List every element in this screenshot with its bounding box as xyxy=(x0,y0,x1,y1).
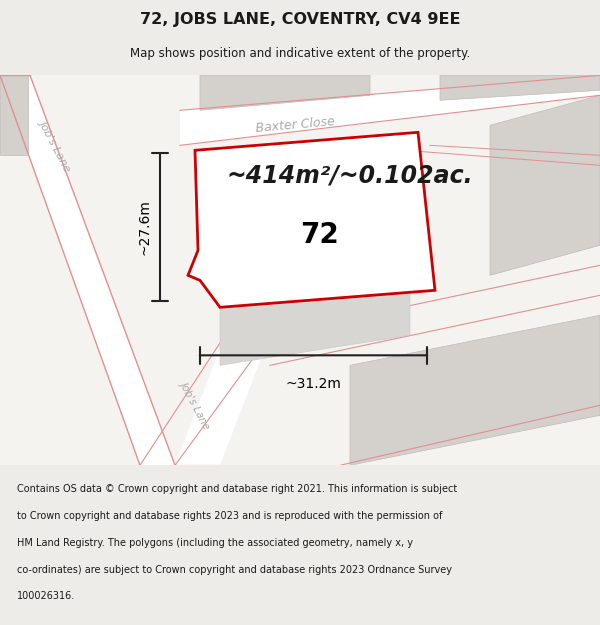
Text: 72, JOBS LANE, COVENTRY, CV4 9EE: 72, JOBS LANE, COVENTRY, CV4 9EE xyxy=(140,12,460,27)
Text: ~414m²/~0.102ac.: ~414m²/~0.102ac. xyxy=(227,163,473,188)
Polygon shape xyxy=(188,132,435,308)
Polygon shape xyxy=(0,75,175,465)
Text: Job's Lane: Job's Lane xyxy=(178,380,212,431)
Polygon shape xyxy=(200,75,370,110)
Text: ~31.2m: ~31.2m xyxy=(286,378,341,391)
Text: 100026316.: 100026316. xyxy=(17,591,75,601)
Text: 72: 72 xyxy=(301,221,340,249)
Text: Baxter Close: Baxter Close xyxy=(255,116,335,135)
Polygon shape xyxy=(180,75,600,145)
Text: to Crown copyright and database rights 2023 and is reproduced with the permissio: to Crown copyright and database rights 2… xyxy=(17,511,442,521)
Polygon shape xyxy=(220,205,410,365)
Text: co-ordinates) are subject to Crown copyright and database rights 2023 Ordnance S: co-ordinates) are subject to Crown copyr… xyxy=(17,564,452,574)
Polygon shape xyxy=(0,75,600,465)
Text: Map shows position and indicative extent of the property.: Map shows position and indicative extent… xyxy=(130,47,470,60)
Polygon shape xyxy=(0,75,28,155)
Text: ~27.6m: ~27.6m xyxy=(138,199,152,255)
Text: HM Land Registry. The polygons (including the associated geometry, namely x, y: HM Land Registry. The polygons (includin… xyxy=(17,538,413,548)
Polygon shape xyxy=(490,95,600,275)
Text: Contains OS data © Crown copyright and database right 2021. This information is : Contains OS data © Crown copyright and d… xyxy=(17,484,457,494)
Text: Job's Lane: Job's Lane xyxy=(37,118,73,172)
Polygon shape xyxy=(175,335,270,465)
Polygon shape xyxy=(350,315,600,465)
Polygon shape xyxy=(440,75,600,100)
